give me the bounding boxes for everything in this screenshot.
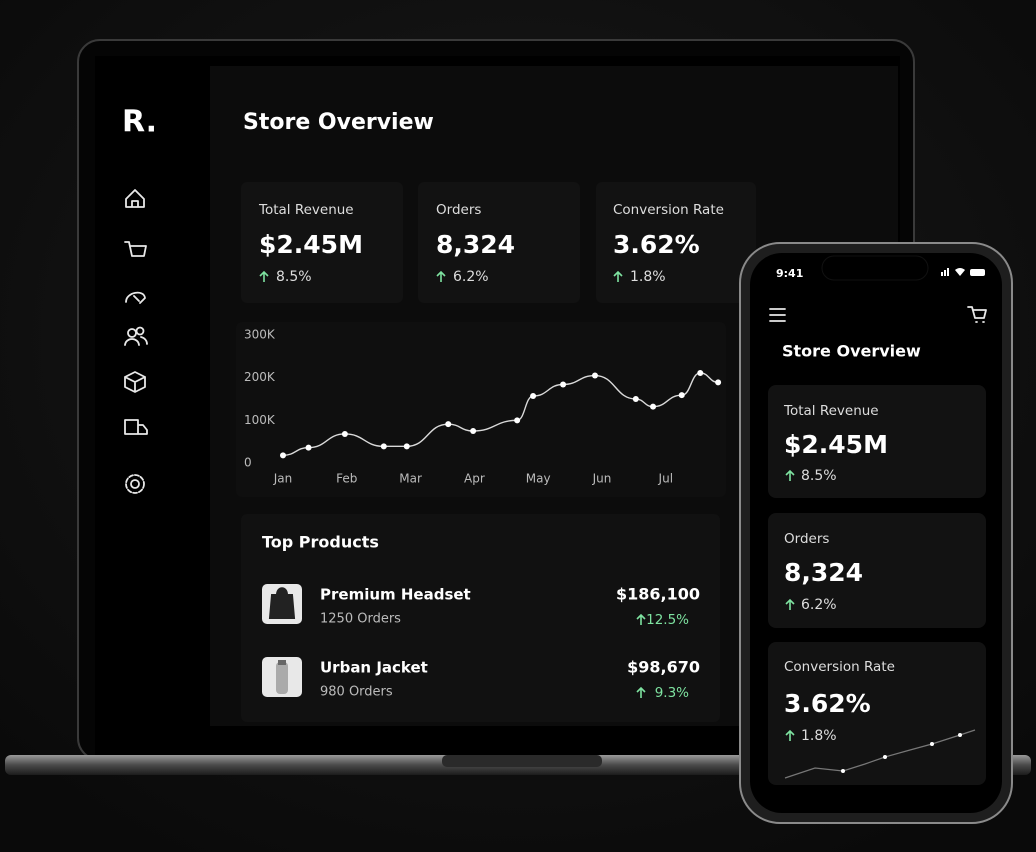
data-point — [514, 417, 521, 424]
menu-icon[interactable] — [769, 308, 786, 322]
x-tick-label: Jun — [592, 472, 612, 486]
up-arrow — [785, 729, 795, 741]
stat-change: 8.5% — [801, 468, 837, 484]
product-revenue: $186,100 — [616, 585, 700, 604]
data-point — [560, 381, 567, 388]
y-tick-label: 300K — [244, 328, 276, 342]
x-tick-label: Apr — [464, 472, 485, 486]
product-thumb — [262, 584, 302, 624]
home-icon[interactable] — [125, 189, 145, 208]
product-orders: 1250 Orders — [320, 612, 401, 627]
customers-icon[interactable] — [124, 326, 148, 346]
products-title: Top Products — [262, 533, 379, 552]
y-tick-label: 200K — [244, 370, 276, 384]
up-arrow — [636, 613, 646, 625]
orders-icon[interactable] — [124, 241, 147, 257]
settings-icon[interactable] — [125, 474, 145, 494]
stat-change: 1.8% — [630, 269, 666, 285]
x-tick-label: Jul — [658, 472, 673, 486]
stat-value: 8,324 — [436, 230, 515, 259]
stat-label: Orders — [784, 531, 829, 547]
shipping-icon[interactable] — [124, 419, 148, 435]
data-point — [305, 444, 312, 451]
up-arrow — [436, 270, 446, 282]
stat-label: Orders — [436, 202, 481, 218]
x-tick-label: May — [526, 472, 551, 486]
stat-label: Conversion Rate — [613, 202, 724, 218]
product-name: Urban Jacket — [320, 659, 428, 677]
x-tick-label: Feb — [336, 472, 357, 486]
data-point — [678, 392, 685, 399]
data-point — [632, 396, 639, 402]
line-series — [282, 372, 719, 457]
marketing-icon[interactable] — [125, 291, 146, 304]
stat-label: Total Revenue — [783, 403, 879, 419]
stat-change: 6.2% — [453, 269, 489, 285]
x-tick-label: Jan — [273, 472, 293, 486]
stat-card — [241, 182, 403, 303]
data-point — [470, 428, 477, 434]
product-name: Premium Headset — [320, 586, 471, 604]
data-point — [445, 421, 452, 428]
sidebar-icons — [124, 189, 148, 494]
stat-card — [596, 182, 756, 303]
stat-value: $2.45M — [784, 430, 888, 459]
data-point — [697, 369, 704, 376]
sparkline — [784, 729, 976, 779]
products-icon[interactable] — [124, 371, 146, 393]
product-thumb — [262, 657, 302, 697]
data-point — [403, 443, 410, 450]
products-card — [241, 514, 720, 722]
stat-card — [768, 513, 986, 628]
status-icons — [941, 268, 985, 276]
chart-panel — [236, 322, 726, 497]
data-point — [715, 379, 722, 386]
up-arrow — [785, 469, 795, 481]
stat-change: 8.5% — [276, 269, 312, 285]
stat-value: 3.62% — [784, 689, 871, 718]
stat-value: $2.45M — [259, 230, 363, 259]
product-change: 12.5% — [646, 612, 689, 628]
up-arrow — [613, 270, 623, 282]
x-tick-label: Mar — [399, 472, 422, 486]
cart-icon[interactable] — [967, 306, 987, 323]
page-title: Store Overview — [243, 110, 434, 135]
stat-value: 3.62% — [613, 230, 700, 259]
stat-card — [768, 385, 986, 498]
stat-card — [768, 642, 986, 785]
laptop-notch — [442, 755, 602, 767]
data-point — [650, 403, 657, 410]
stat-value: 8,324 — [784, 558, 863, 587]
up-arrow — [259, 270, 269, 282]
product-orders: 980 Orders — [320, 685, 393, 700]
stat-change: 1.8% — [801, 728, 837, 744]
stat-card — [418, 182, 580, 303]
data-point — [280, 452, 286, 459]
up-arrow — [636, 686, 646, 698]
stat-label: Conversion Rate — [784, 659, 895, 675]
product-revenue: $98,670 — [627, 658, 700, 677]
data-point — [591, 372, 598, 379]
stat-change: 6.2% — [801, 597, 837, 613]
dynamic-island — [821, 255, 929, 281]
data-point — [380, 443, 387, 450]
phone-time: 9:41 — [776, 267, 803, 280]
data-point — [341, 430, 348, 437]
stat-label: Total Revenue — [258, 202, 354, 218]
up-arrow — [785, 598, 795, 610]
brand-logo: R. — [122, 105, 157, 140]
product-change: 9.3% — [655, 685, 689, 701]
y-tick-label: 0 — [244, 456, 252, 470]
phone-title: Store Overview — [782, 342, 921, 361]
data-point — [530, 393, 537, 400]
y-tick-label: 100K — [244, 413, 276, 427]
